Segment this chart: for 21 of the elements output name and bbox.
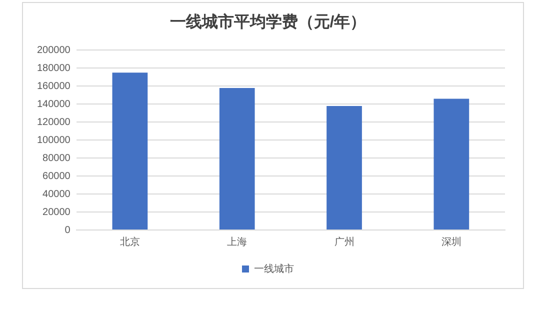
y-tick-label: 60000 [42,170,71,182]
y-tick-label: 160000 [36,80,71,92]
y-tick-label: 20000 [42,206,71,218]
y-tick-label: 0 [64,224,71,236]
bar [326,106,362,230]
y-tick-label: 180000 [36,62,71,74]
x-tick-label: 深圳 [441,236,462,248]
y-tick-label: 100000 [36,134,71,146]
chart-title: 一线城市平均学费（元/年） [170,13,366,32]
x-tick-label: 广州 [334,236,354,248]
bar [112,72,148,230]
legend-label: 一线城市 [254,262,294,275]
x-tick-label: 北京 [120,236,140,248]
y-tick-label: 80000 [42,152,71,164]
y-tick-label: 40000 [42,188,71,200]
y-tick-label: 120000 [36,116,71,128]
x-tick-label: 上海 [227,236,248,248]
y-tick-label: 140000 [36,98,71,110]
y-tick-label: 200000 [36,44,71,56]
bar [434,98,470,230]
bar [219,88,255,230]
